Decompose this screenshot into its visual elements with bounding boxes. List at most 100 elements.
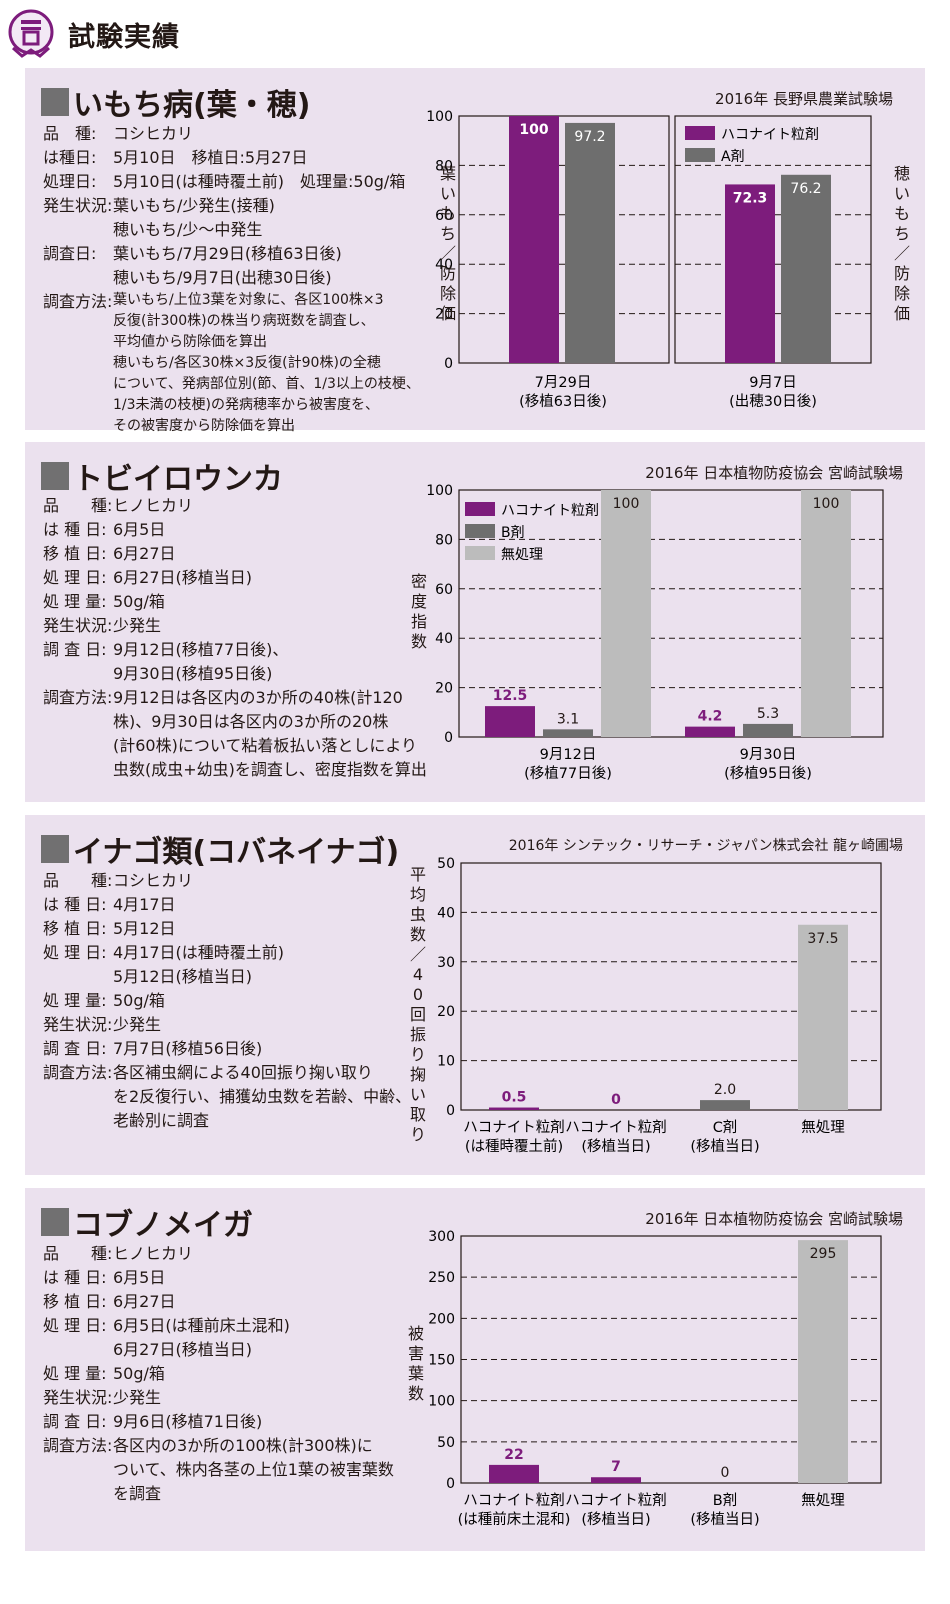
bar-data-label: 97.2 (574, 129, 605, 145)
y-tick-label: 0 (446, 1103, 455, 1119)
info-value: 6月5日 (113, 520, 166, 539)
info-label: 品 種: (43, 1244, 113, 1263)
info-label: 調査方法: (43, 1063, 113, 1082)
x-category-label: (移植77日後) (524, 765, 612, 782)
y-tick-label: 100 (426, 483, 453, 499)
info-value: 葉いもち/7月29日(移植63日後) 穂いもち/9月7日(出穂30日後) (113, 244, 342, 287)
section-title: コブノメイガ (41, 1200, 253, 1244)
legend-swatch (685, 148, 715, 162)
page-header: 試験実績 (8, 6, 180, 62)
y-tick-label: 60 (435, 582, 453, 598)
info-label: 品 種: (43, 496, 113, 515)
info-row: 調査方法: 各区補虫網による40回振り掬い取り を2反復行い、捕獲幼虫数を若齢、中齢… (43, 1061, 411, 1133)
info-row: 調査日: 葉いもち/7月29日(移植63日後) 穂いもち/9月7日(出穂30日後) (43, 242, 420, 290)
info-label: は 種 日: (43, 895, 107, 914)
bar (781, 174, 831, 363)
info-value: 少発生 (113, 1388, 162, 1407)
info-row: 調査方法: 葉いもち/上位3葉を対象に、各区100株×3 反復(計300株)の株当り… (43, 290, 420, 437)
info-row: 発生状況: 葉いもち/少発生(接種) 穂いもち/少～中発生 (43, 194, 420, 242)
info-label: 調査方法: (43, 688, 113, 707)
info-value: 6月5日 (113, 1268, 166, 1287)
section-grasshopper: イナゴ類(コバネイナゴ) 2016年 シンテック・リサーチ・ジャパン株式会社 龍… (25, 815, 925, 1175)
info-value: 葉いもち/上位3葉を対象に、各区100株×3 反復(計300株)の株当り病斑数を調… (113, 292, 420, 434)
info-value: 50g/箱 (113, 1364, 165, 1383)
bar-data-label: 2.0 (714, 1082, 736, 1098)
info-row: 調 査 日: 9月12日(移植77日後)、 9月30日(移植95日後) (43, 638, 427, 686)
x-category-label: (移植当日) (581, 1138, 650, 1155)
info-row: 発生状況: 少発生 (43, 1013, 411, 1037)
y-tick-label: 50 (437, 1435, 455, 1451)
trial-source: 2016年 日本植物防疫協会 宮崎試験場 (645, 464, 903, 482)
info-row: 処 理 量: 50g/箱 (43, 590, 427, 614)
info-value: 6月5日(は種前床土混和) 6月27日(移植当日) (113, 1316, 290, 1359)
bar-data-label: 37.5 (807, 931, 838, 947)
info-label: 調査日: (43, 244, 97, 263)
section-brown-planthopper: トビイロウンカ 2016年 日本植物防疫協会 宮崎試験場 品 種: ヒノヒカリは … (25, 442, 925, 802)
title-square-icon (41, 88, 69, 116)
y-tick-label: 0 (444, 356, 453, 372)
y-tick-label: 20 (435, 681, 453, 697)
info-label: 移 植 日: (43, 544, 107, 563)
bar-data-label: 12.5 (493, 688, 528, 704)
bar (743, 723, 793, 737)
y-tick-label: 40 (437, 905, 455, 921)
info-value: 9月12日は各区内の3か所の40株(計120 株)、9月30日は各区内の3か所の2… (113, 688, 427, 779)
x-category-label: (移植63日後) (519, 393, 607, 410)
x-category-label: 9月12日 (540, 747, 597, 763)
y-axis-label: 平均虫数／40回振り掬い取り (409, 865, 426, 1144)
info-row: 調 査 日: 7月7日(移植56日後) (43, 1037, 411, 1061)
x-category-label: ハコナイト粒剤 (565, 1119, 667, 1136)
info-row: 処 理 日: 6月5日(は種前床土混和) 6月27日(移植当日) (43, 1314, 394, 1362)
x-category-label: (移植当日) (690, 1511, 759, 1528)
blast-control-chart: 0 20 40 60 80 100 100 97.2 72.3 76.2 7月29日 (移植63日後)… (426, 109, 872, 410)
info-row: 発生状況: 少発生 (43, 1386, 394, 1410)
plot-frame (458, 489, 884, 738)
info-row: 調査方法: 9月12日は各区内の3か所の40株(計120 株)、9月30日は各区内の… (43, 686, 427, 782)
info-value: 5月12日 (113, 919, 176, 938)
info-label: 発生状況: (43, 1015, 113, 1034)
bar (489, 1464, 539, 1483)
info-value: 9月6日(移植71日後) (113, 1412, 263, 1431)
bar-data-label: 0 (611, 1092, 621, 1108)
legend-swatch (465, 546, 495, 560)
y-tick-label: 20 (437, 1004, 455, 1020)
info-value: 5月10日 移植日:5月27日 (113, 148, 308, 167)
y-tick-label: 10 (437, 1054, 455, 1070)
info-row: 処 理 量: 50g/箱 (43, 1362, 394, 1386)
bar-data-label: 3.1 (557, 711, 579, 727)
bar-data-label: 0 (721, 1465, 730, 1481)
info-label: 発生状況: (43, 616, 113, 635)
bar-data-label: 0.5 (502, 1090, 527, 1106)
leaf-folder-damage-chart: 0 50 100 150 200 250 300 22 ハコナイト粒剤 (は種前床土混和) 7 ハコナ… (428, 1229, 882, 1528)
info-row: 移 植 日: 6月27日 (43, 542, 427, 566)
trial-source: 2016年 長野県農業試験場 (715, 90, 893, 108)
section-leaf-folder: コブノメイガ 2016年 日本植物防疫協会 宮崎試験場 品 種: ヒノヒカリは 種… (25, 1188, 925, 1551)
info-label: 処 理 量: (43, 1364, 107, 1383)
legend-label: ハコナイト粒剤 (721, 127, 819, 143)
info-value: 9月12日(移植77日後)、 9月30日(移植95日後) (113, 640, 289, 683)
info-row: 品 種: コシヒカリ (43, 869, 411, 893)
x-category-label: 9月7日 (749, 375, 796, 391)
info-row: 調査方法: 各区内の3か所の100株(計300株)に ついて、株内各茎の上位1葉の被… (43, 1434, 394, 1506)
page-title: 試験実績 (68, 21, 180, 53)
section-title-text: トビイロウンカ (73, 462, 283, 497)
info-label: 移 植 日: (43, 919, 107, 938)
info-row: 移 植 日: 6月27日 (43, 1290, 394, 1314)
bar (509, 116, 559, 363)
bar (565, 122, 615, 363)
y-tick-label: 40 (435, 631, 453, 647)
info-label: 処 理 日: (43, 943, 107, 962)
info-label: 処理日: (43, 172, 97, 191)
y-tick-label: 30 (437, 955, 455, 971)
bar-data-label: 22 (504, 1447, 523, 1463)
info-value: 4月17日(は種時覆土前) 5月12日(移植当日) (113, 943, 285, 986)
x-category-label: (移植95日後) (724, 765, 812, 782)
section-blast-disease: いもち病(葉・穂) 2016年 長野県農業試験場 品 種: コシヒカリ は種日: 5月… (25, 68, 925, 434)
x-category-label: 7月29日 (535, 375, 592, 391)
bar (543, 729, 593, 737)
info-label: 調査方法: (43, 292, 113, 311)
x-category-label: (移植当日) (581, 1511, 650, 1528)
section-title: イナゴ類(コバネイナゴ) (41, 827, 399, 871)
info-row: 発生状況: 少発生 (43, 614, 427, 638)
x-category-label: C剤 (713, 1119, 738, 1136)
